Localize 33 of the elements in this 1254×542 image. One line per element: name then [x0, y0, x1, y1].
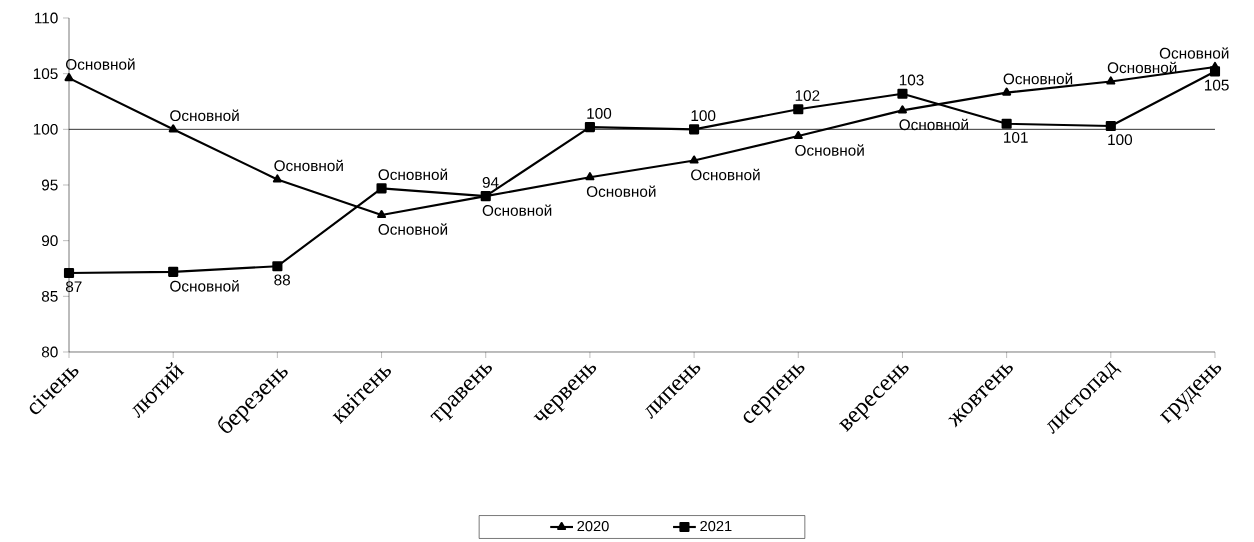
data-label: Основной — [170, 280, 239, 292]
data-label: Основной — [66, 58, 135, 70]
data-label: 101 — [1004, 132, 1028, 143]
data-label: 105 — [1204, 79, 1229, 91]
y-tick-label: 100 — [33, 123, 58, 135]
data-label: Основной — [274, 159, 343, 172]
data-label: 94 — [482, 177, 499, 188]
y-tick-label: 80 — [41, 346, 58, 358]
data-label: Основной — [899, 118, 968, 131]
data-label: Основной — [378, 168, 448, 181]
y-tick-label: 95 — [41, 179, 58, 191]
data-label: Основной — [691, 168, 760, 181]
data-label: Основной — [586, 185, 656, 197]
data-label: Основной — [1003, 72, 1073, 85]
y-tick-label: 85 — [41, 290, 58, 302]
data-label: 100 — [691, 110, 716, 122]
y-tick-label: 110 — [35, 12, 58, 24]
legend-label: 2020 — [577, 520, 609, 532]
data-label: Основной — [1107, 61, 1177, 74]
data-label: 102 — [795, 90, 820, 102]
data-label: 100 — [1108, 134, 1133, 146]
data-label: 88 — [274, 274, 291, 286]
y-tick-label: 105 — [33, 68, 58, 80]
legend-label: 2021 — [700, 520, 732, 532]
data-label: 87 — [65, 281, 82, 293]
data-label: Основной — [170, 109, 239, 122]
data-label: Основной — [1159, 47, 1229, 59]
data-label: 100 — [587, 107, 612, 119]
data-label: 103 — [899, 74, 924, 86]
data-label: Основной — [378, 223, 448, 235]
y-tick-label: 90 — [41, 235, 58, 247]
data-label: Основной — [482, 204, 552, 216]
data-label: Основной — [795, 144, 864, 156]
